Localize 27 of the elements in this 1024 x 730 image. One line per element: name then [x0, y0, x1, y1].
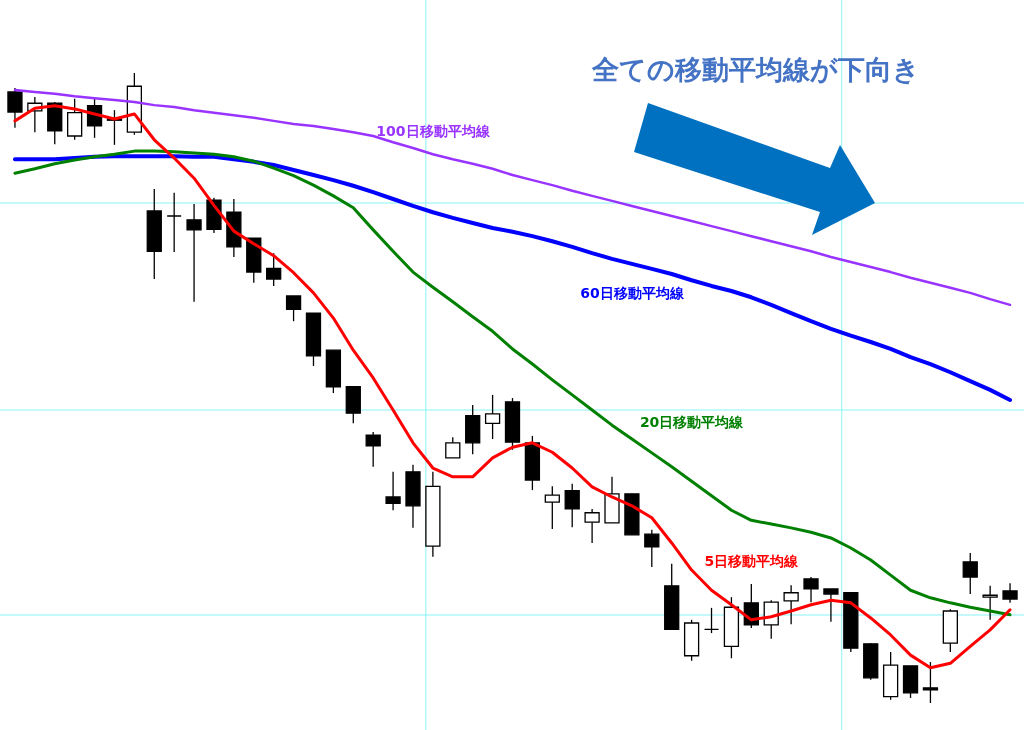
series-label: 20日移動平均線: [639, 414, 745, 431]
candlestick: [962, 552, 978, 595]
candlestick: [564, 483, 580, 528]
candlestick: [166, 192, 182, 253]
series-label: 60日移動平均線: [580, 284, 685, 301]
series-label: 5日移動平均線: [704, 552, 800, 569]
candlestick: [703, 607, 720, 634]
candlestick: [484, 394, 501, 440]
candlestick: [823, 588, 839, 623]
candlestick: [584, 508, 600, 544]
candlestick: [445, 436, 461, 459]
candlestick: [803, 576, 819, 603]
candlestick: [266, 252, 282, 287]
candlestick: [1002, 582, 1018, 604]
candlestick: [385, 471, 401, 511]
candlestick: [922, 661, 939, 704]
candlestick: [544, 485, 560, 530]
series-label: 100日移動平均線: [376, 123, 491, 140]
candlestick: [365, 431, 381, 468]
candlestick: [7, 87, 23, 129]
candlestick: [783, 584, 799, 625]
candlestick: [186, 203, 202, 303]
candlestick: [644, 529, 660, 568]
chart-title: 全ての移動平均線が下向き: [592, 53, 920, 87]
candlestick: [285, 295, 302, 322]
candlestick: [67, 98, 83, 141]
candlestick: [982, 585, 998, 621]
